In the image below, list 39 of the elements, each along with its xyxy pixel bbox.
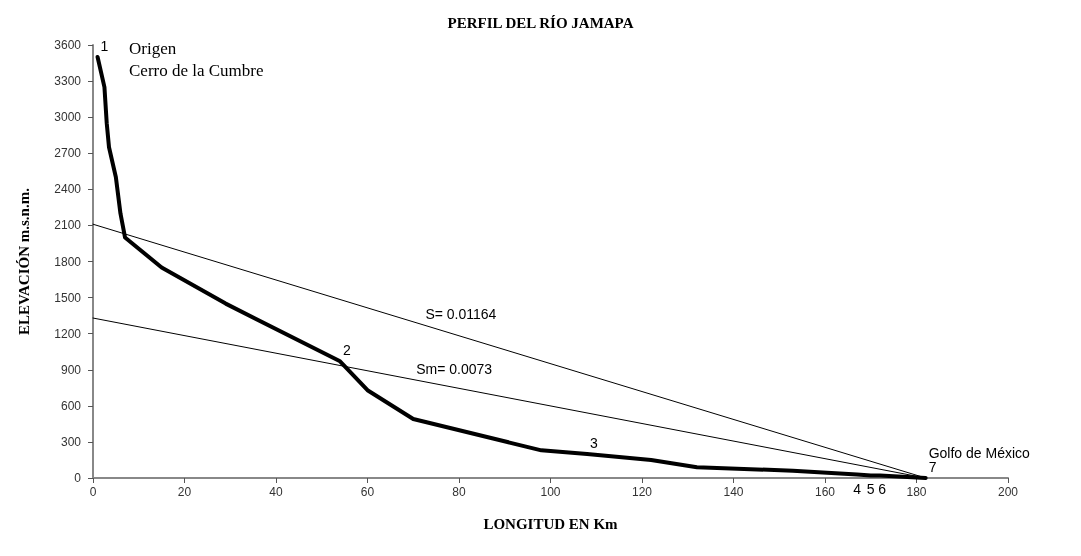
- annotation: 5: [866, 481, 875, 497]
- x-tick-label: 0: [89, 485, 97, 499]
- annotation: 2: [343, 342, 352, 359]
- annotation: 6: [878, 481, 887, 497]
- annotation: Origen: [129, 39, 177, 58]
- y-tick-label: 300: [60, 434, 82, 449]
- x-tick-label: 40: [269, 485, 283, 499]
- x-tick-label: 200: [997, 485, 1019, 499]
- y-tick-label: 1200: [54, 326, 82, 341]
- annotation: Sm= 0.0073: [416, 360, 493, 377]
- annotation: 7: [928, 459, 937, 475]
- annotation: 1: [100, 38, 109, 55]
- y-tick-label: 3600: [54, 38, 82, 52]
- annotation: Cerro de la Cumbre: [129, 61, 264, 80]
- x-tick-label: 180: [906, 485, 927, 499]
- x-axis-title: LONGITUD EN Km: [483, 515, 619, 532]
- y-tick-label: 600: [60, 398, 82, 413]
- x-tick-label: 20: [177, 485, 192, 499]
- x-tick-label: 100: [540, 485, 561, 499]
- x-tick-label: 160: [814, 485, 836, 499]
- y-tick-label: 2100: [54, 218, 82, 233]
- y-tick-label: 0: [74, 471, 82, 485]
- x-tick-label: 120: [631, 485, 653, 499]
- annotation: S= 0.01164: [425, 305, 497, 322]
- x-tick-label: 140: [723, 485, 744, 499]
- y-axis-title: ELEVACIÓN m.s.n.m.: [15, 187, 32, 335]
- y-tick-label: 1500: [54, 290, 82, 305]
- y-tick-label: 2400: [54, 182, 82, 197]
- y-tick-label: 2700: [54, 146, 82, 161]
- annotation: 4: [853, 481, 862, 497]
- y-tick-label: 3300: [54, 74, 82, 89]
- annotation: 3: [590, 434, 599, 451]
- x-tick-label: 60: [360, 485, 375, 499]
- y-tick-label: 900: [60, 362, 82, 377]
- y-tick-label: 3000: [54, 110, 82, 125]
- chart-title: PERFIL DEL RÍO JAMAPA: [447, 14, 634, 31]
- x-tick-label: 80: [452, 485, 466, 499]
- annotation: Golfo de México: [928, 445, 1031, 461]
- y-tick-label: 1800: [54, 254, 82, 269]
